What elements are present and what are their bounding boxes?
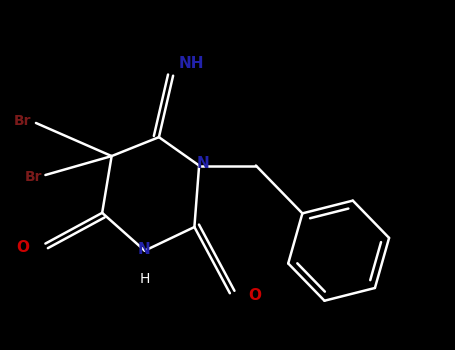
Text: O: O [16,240,29,255]
Text: H: H [140,272,150,286]
Text: Br: Br [14,114,31,128]
Text: NH: NH [178,56,204,71]
Text: Br: Br [25,170,42,184]
Text: N: N [197,156,209,171]
Text: N: N [137,242,150,257]
Text: O: O [248,288,261,303]
